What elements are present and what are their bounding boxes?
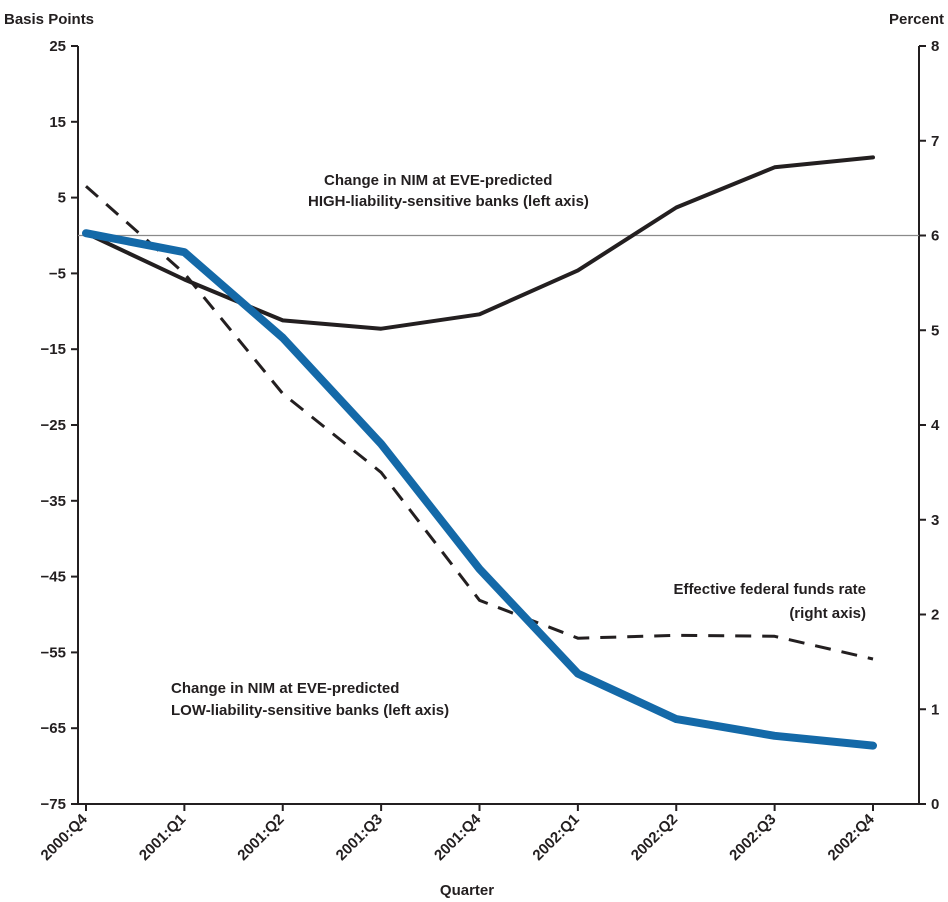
high-annotation-line2: HIGH-liability-sensitive banks (left axi… bbox=[308, 193, 589, 210]
right-axis-title: Percent bbox=[889, 11, 944, 28]
high-annotation-line1: Change in NIM at EVE-predicted bbox=[324, 172, 552, 189]
right-tick-label: 3 bbox=[931, 512, 939, 529]
left-tick-label: −15 bbox=[41, 341, 66, 358]
right-tick-label: 7 bbox=[931, 133, 939, 150]
left-tick-label: −65 bbox=[41, 720, 66, 737]
low-liability-sensitive-line bbox=[82, 229, 877, 750]
right-tick-label: 4 bbox=[931, 417, 940, 434]
left-tick-label: −35 bbox=[41, 493, 66, 510]
left-tick-label: 15 bbox=[49, 114, 66, 131]
x-tick-label: 2001:Q4 bbox=[431, 810, 485, 864]
right-tick-label: 6 bbox=[931, 228, 939, 245]
fed-funds-rate-line bbox=[85, 185, 874, 661]
x-tick-label: 2001:Q2 bbox=[234, 811, 287, 864]
left-tick-label: 25 bbox=[49, 38, 66, 55]
right-tick-label: 5 bbox=[931, 322, 939, 339]
low-annotation-line1: Change in NIM at EVE-predicted bbox=[171, 680, 399, 697]
right-tick-label: 8 bbox=[931, 38, 939, 55]
left-tick-label: −45 bbox=[41, 569, 66, 586]
x-tick-label: 2002:Q1 bbox=[529, 811, 582, 864]
left-tick-label: −25 bbox=[41, 417, 66, 434]
x-tick-label: 2001:Q1 bbox=[136, 811, 189, 864]
right-tick-label: 1 bbox=[931, 701, 939, 718]
left-axis-ticks: 25 15 5 −5 −15 −25 −35 −45 −55 −65 −75 bbox=[41, 38, 78, 813]
x-tick-label: 2002:Q4 bbox=[825, 810, 879, 864]
right-tick-label: 2 bbox=[931, 607, 939, 624]
right-axis-ticks: 8 7 6 5 4 3 2 1 0 bbox=[919, 38, 940, 813]
x-axis-title: Quarter bbox=[440, 882, 494, 899]
x-tick-label: 2000:Q4 bbox=[38, 810, 92, 864]
left-tick-label: 5 bbox=[58, 190, 66, 207]
high-liability-sensitive-line bbox=[84, 155, 875, 331]
left-tick-label: −75 bbox=[41, 796, 66, 813]
ffr-annotation-line1: Effective federal funds rate bbox=[673, 581, 866, 598]
right-tick-label: 0 bbox=[931, 796, 939, 813]
left-tick-label: −5 bbox=[49, 265, 66, 282]
series-layer bbox=[82, 155, 877, 750]
x-tick-label: 2001:Q3 bbox=[333, 811, 386, 864]
low-annotation-line2: LOW-liability-sensitive banks (left axis… bbox=[171, 702, 449, 719]
left-tick-label: −55 bbox=[41, 644, 66, 661]
ffr-annotation-line2: (right axis) bbox=[789, 605, 866, 622]
x-tick-label: 2002:Q2 bbox=[628, 811, 681, 864]
x-axis-ticks: 2000:Q4 2001:Q1 2001:Q2 2001:Q3 2001:Q4 2002:… bbox=[38, 804, 879, 864]
x-tick-label: 2002:Q3 bbox=[726, 811, 779, 864]
left-axis-title: Basis Points bbox=[4, 11, 94, 28]
